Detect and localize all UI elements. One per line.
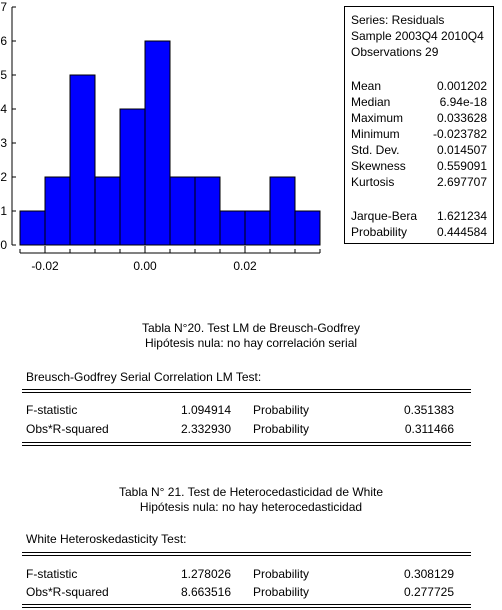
- table1-row-f-statistic: F-statistic 1.094914 Probability 0.35138…: [0, 402, 502, 418]
- test-value: 2.332930: [180, 422, 231, 436]
- prob-label: Probability: [253, 585, 310, 599]
- observations-count: Observations 29: [351, 45, 439, 59]
- table1-caption-subtitle: Hipótesis nula: no hay correlación seria…: [144, 336, 358, 350]
- stat-row-minimum: Minimum -0.023782: [351, 127, 487, 141]
- test-value: 1.094914: [180, 403, 231, 417]
- histogram-bar: [144, 40, 171, 246]
- stat-row-jarque-bera: Jarque-Bera 1.621234: [351, 209, 487, 223]
- statistics-box: Series: Residuals Sample 2003Q4 2010Q4 O…: [344, 6, 494, 244]
- prob-value: 0.277725: [403, 585, 454, 599]
- stat-row-mean: Mean 0.001202: [351, 79, 487, 93]
- x-tick-label: -0.02: [31, 259, 59, 273]
- stat-row-probability: Probability 0.444584: [351, 225, 487, 239]
- stat-value: 0.444584: [436, 225, 487, 239]
- histogram-bar: [269, 176, 296, 246]
- stat-row-std-dev: Std. Dev. 0.014507: [351, 143, 487, 157]
- y-tick-label: 6: [0, 34, 7, 48]
- prob-value: 0.311466: [404, 422, 454, 436]
- y-tick-label: 1: [0, 204, 7, 218]
- test-name: F-statistic: [26, 403, 78, 417]
- test-name: Obs*R-squared: [26, 585, 109, 599]
- prob-label: Probability: [253, 567, 310, 581]
- histogram-axes: 0 1 2 3 4 5 6 7 -0.02 0.00 0.02: [0, 0, 321, 273]
- stat-label: Kurtosis: [351, 175, 395, 189]
- histogram-bar: [169, 176, 196, 246]
- stat-value: 0.559091: [436, 159, 487, 173]
- stat-row-median: Median 6.94e-18: [351, 95, 487, 109]
- stat-value: 2.697707: [436, 175, 487, 189]
- histogram-bar: [194, 176, 221, 246]
- histogram-bar: [219, 210, 246, 246]
- stat-value: -0.023782: [432, 127, 487, 141]
- test-value: 8.663516: [180, 585, 231, 599]
- y-tick-label: 4: [0, 102, 7, 116]
- prob-value: 0.308129: [403, 567, 454, 581]
- sample-range: Sample 2003Q4 2010Q4: [351, 29, 484, 43]
- histogram-bar: [19, 210, 46, 246]
- histogram-bar: [244, 210, 271, 246]
- stat-value: 0.001202: [436, 79, 487, 93]
- stat-label: Jarque-Bera: [351, 209, 418, 223]
- prob-value: 0.351383: [403, 403, 454, 417]
- test-value: 1.278026: [180, 567, 231, 581]
- stat-label: Maximum: [351, 111, 404, 125]
- table1-caption-title: Tabla N°20. Test LM de Breusch-Godfrey: [141, 321, 360, 335]
- stat-label: Median: [351, 95, 391, 109]
- stat-value: 1.621234: [436, 209, 487, 223]
- stat-value: 0.014507: [436, 143, 487, 157]
- table1-title: Breusch-Godfrey Serial Correlation LM Te…: [26, 370, 262, 384]
- histogram-bar: [94, 176, 121, 246]
- prob-label: Probability: [253, 403, 310, 417]
- histogram-bar: [69, 74, 96, 246]
- stat-row-kurtosis: Kurtosis 2.697707: [351, 175, 487, 189]
- y-tick-label: 0: [0, 238, 7, 252]
- test-name: F-statistic: [26, 567, 78, 581]
- table2-row-obs-r-squared: Obs*R-squared 8.663516 Probability 0.277…: [0, 584, 502, 600]
- table1-row-obs-r-squared: Obs*R-squared 2.332930 Probability 0.311…: [0, 421, 502, 437]
- table2-caption-subtitle: Hipótesis nula: no hay heterocedasticida…: [139, 500, 363, 514]
- table1-bottom-rule: [22, 442, 471, 446]
- histogram-bars: [19, 40, 321, 246]
- stat-row-skewness: Skewness 0.559091: [351, 159, 487, 173]
- stat-label: Probability: [351, 225, 408, 239]
- y-tick-label: 2: [0, 170, 7, 184]
- y-tick-label: 3: [0, 136, 7, 150]
- test-name: Obs*R-squared: [26, 422, 109, 436]
- table2-row-f-statistic: F-statistic 1.278026 Probability 0.30812…: [0, 566, 502, 582]
- x-tick-label: 0.00: [133, 259, 157, 273]
- histogram-bar: [44, 176, 71, 246]
- stat-row-maximum: Maximum 0.033628: [351, 111, 487, 125]
- y-tick-label: 7: [0, 0, 7, 14]
- stat-label: Minimum: [351, 127, 400, 141]
- table2-title: White Heteroskedasticity Test:: [26, 532, 187, 546]
- table1-top-rule: [22, 389, 471, 393]
- table2-top-rule: [22, 552, 471, 556]
- histogram-bar: [119, 108, 146, 246]
- histogram-bar: [294, 210, 321, 246]
- table2-bottom-rule: [22, 604, 471, 608]
- stat-value: 0.033628: [436, 111, 487, 125]
- residuals-histogram: 0 1 2 3 4 5 6 7 -0.02 0.00 0.02: [0, 0, 321, 273]
- stat-label: Skewness: [351, 159, 406, 173]
- prob-label: Probability: [253, 422, 310, 436]
- y-tick-label: 5: [0, 68, 7, 82]
- stat-value: 6.94e-18: [439, 95, 487, 109]
- series-name: Series: Residuals: [351, 13, 445, 27]
- stat-label: Mean: [351, 79, 382, 93]
- table2-caption-title: Tabla N° 21. Test de Heterocedasticidad …: [118, 485, 384, 499]
- stat-label: Std. Dev.: [351, 143, 400, 157]
- x-tick-label: 0.02: [233, 259, 257, 273]
